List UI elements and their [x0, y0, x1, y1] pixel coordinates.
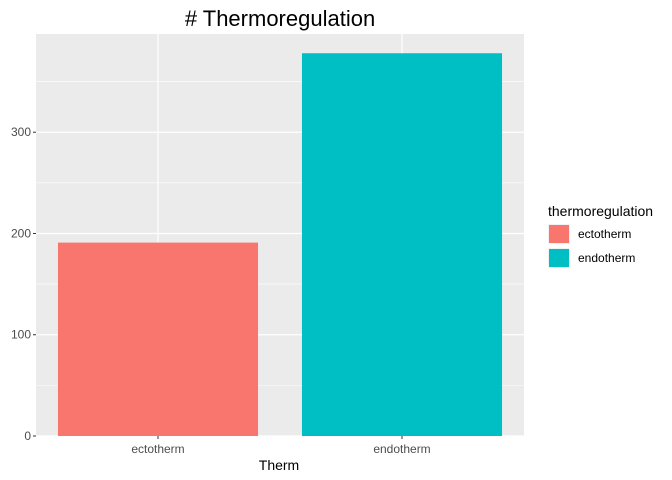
- bar-endotherm: [301, 53, 503, 437]
- legend-label-ectotherm: ectotherm: [578, 227, 631, 241]
- legend-title: thermoregulation: [548, 203, 653, 219]
- x-tick-label: ectotherm: [131, 442, 184, 456]
- legend-label-endotherm: endotherm: [578, 251, 635, 265]
- legend-key-endotherm: [549, 249, 569, 267]
- x-tick-label: endotherm: [373, 442, 430, 456]
- y-tick-label: 0: [24, 429, 31, 443]
- y-tick-label: 100: [11, 328, 31, 342]
- x-axis: ectotherm endotherm: [131, 436, 431, 456]
- legend: thermoregulation ectotherm endotherm: [548, 203, 653, 268]
- bar-ectotherm: [57, 242, 259, 436]
- y-tick-label: 200: [11, 226, 31, 240]
- chart-title: # Thermoregulation: [185, 6, 375, 31]
- y-axis: 0 100 200 300: [11, 125, 36, 443]
- bars: [57, 53, 503, 437]
- y-tick-label: 300: [11, 125, 31, 139]
- x-axis-title: Therm: [259, 457, 299, 473]
- legend-key-ectotherm: [549, 225, 569, 243]
